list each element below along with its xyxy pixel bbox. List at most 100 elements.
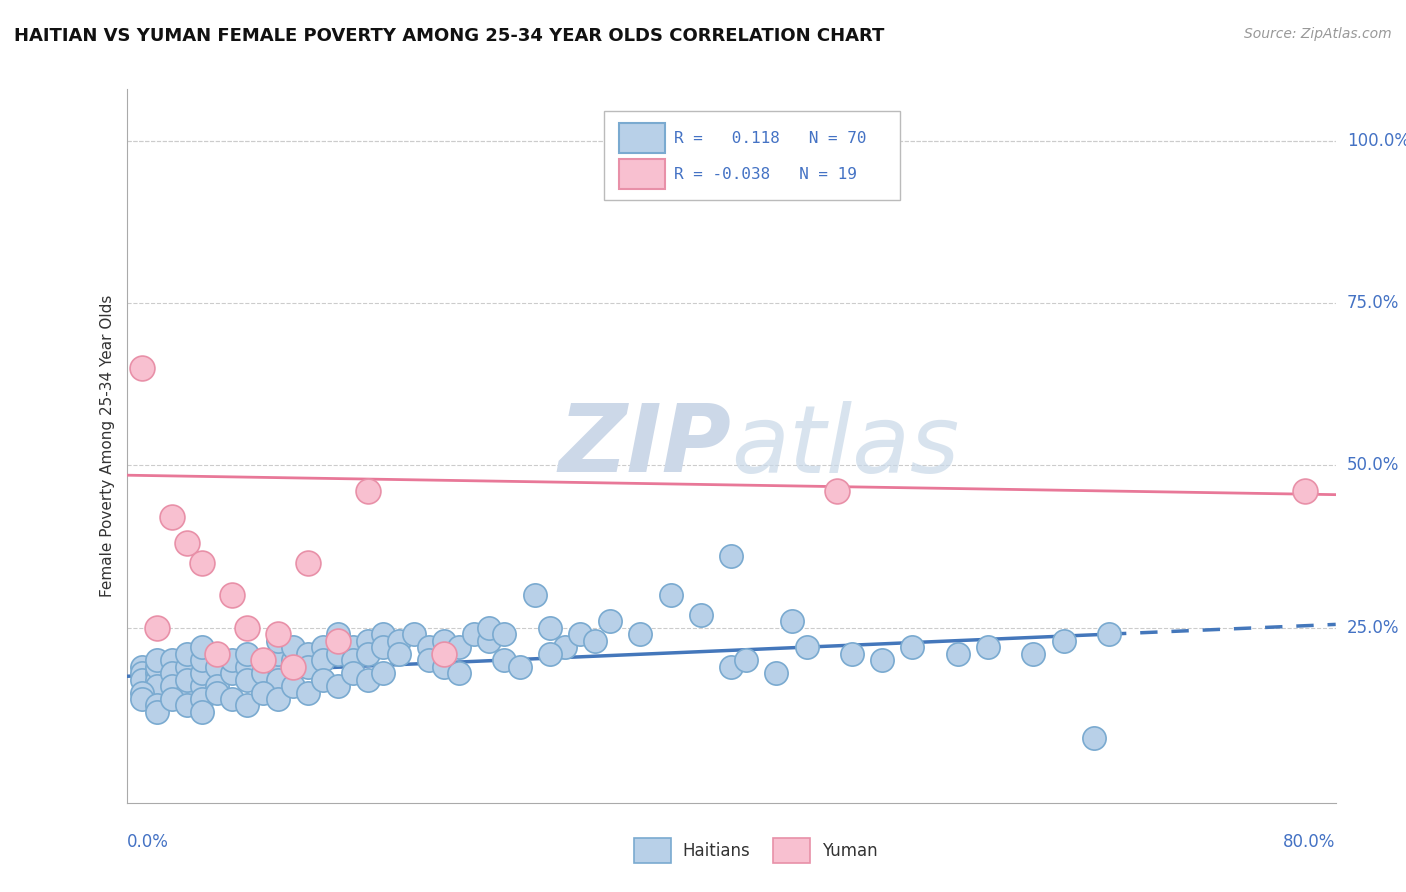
Point (252, 666, 274, 681)
Point (236, 647, 259, 661)
Point (297, 659, 319, 673)
Point (191, 653, 214, 667)
Point (326, 679, 350, 693)
Point (191, 705, 214, 719)
Point (765, 666, 787, 681)
Point (267, 673, 290, 687)
Text: 25.0%: 25.0% (1347, 619, 1399, 637)
Point (297, 647, 319, 661)
Point (1022, 647, 1045, 661)
Point (901, 640, 924, 654)
Point (342, 666, 364, 681)
Point (599, 614, 621, 628)
Point (342, 640, 364, 654)
Point (160, 510, 183, 524)
Point (312, 640, 335, 654)
Point (267, 659, 290, 673)
Point (312, 653, 335, 667)
Point (977, 640, 1000, 654)
FancyBboxPatch shape (619, 123, 665, 153)
Point (191, 692, 214, 706)
Point (841, 647, 863, 661)
Point (326, 627, 350, 641)
Point (267, 647, 290, 661)
Point (825, 484, 848, 499)
Point (583, 633, 606, 648)
Point (205, 679, 228, 693)
Point (523, 588, 546, 602)
Point (236, 659, 259, 673)
Point (388, 633, 411, 648)
Point (1294, 484, 1316, 499)
Point (160, 692, 183, 706)
Text: 75.0%: 75.0% (1347, 294, 1399, 312)
Point (160, 653, 183, 667)
Point (357, 673, 380, 687)
Point (281, 640, 304, 654)
Point (160, 679, 183, 693)
Point (1098, 627, 1121, 641)
Point (146, 698, 169, 713)
Point (146, 653, 169, 667)
Point (388, 647, 411, 661)
Point (447, 666, 470, 681)
Point (478, 633, 501, 648)
Point (342, 653, 364, 667)
Point (509, 659, 531, 673)
Text: Haitians: Haitians (683, 842, 751, 860)
Point (1053, 633, 1076, 648)
Point (221, 692, 243, 706)
Point (463, 627, 485, 641)
Point (720, 659, 742, 673)
Point (418, 640, 440, 654)
Point (146, 673, 169, 687)
Point (568, 627, 592, 641)
Point (191, 679, 214, 693)
Point (146, 679, 169, 693)
Point (131, 673, 153, 687)
Point (176, 647, 198, 661)
Point (236, 673, 259, 687)
Text: 80.0%: 80.0% (1284, 833, 1336, 851)
Point (373, 666, 395, 681)
Point (205, 659, 228, 673)
Point (221, 666, 243, 681)
Point (326, 633, 350, 648)
Point (176, 698, 198, 713)
Point (796, 640, 818, 654)
Point (297, 556, 319, 570)
Point (357, 647, 380, 661)
Point (236, 621, 259, 635)
Text: HAITIAN VS YUMAN FEMALE POVERTY AMONG 25-34 YEAR OLDS CORRELATION CHART: HAITIAN VS YUMAN FEMALE POVERTY AMONG 25… (14, 27, 884, 45)
Text: R = -0.038   N = 19: R = -0.038 N = 19 (675, 167, 858, 182)
Point (236, 698, 259, 713)
Point (176, 685, 198, 699)
FancyBboxPatch shape (773, 838, 810, 863)
Text: ZIP: ZIP (558, 400, 731, 492)
Point (146, 621, 169, 635)
Point (267, 627, 290, 641)
Point (146, 679, 169, 693)
Point (447, 640, 470, 654)
Point (538, 621, 561, 635)
Point (176, 536, 198, 550)
Point (146, 705, 169, 719)
Point (252, 653, 274, 667)
Point (780, 614, 803, 628)
Point (252, 685, 274, 699)
Point (176, 673, 198, 687)
Point (373, 627, 395, 641)
Point (418, 653, 440, 667)
Point (205, 647, 228, 661)
Text: 100.0%: 100.0% (1347, 132, 1406, 150)
Point (373, 640, 395, 654)
Point (478, 621, 501, 635)
Point (433, 633, 456, 648)
Point (252, 653, 274, 667)
Point (176, 659, 198, 673)
Point (872, 653, 894, 667)
Point (131, 666, 153, 681)
Point (281, 679, 304, 693)
Point (494, 627, 516, 641)
Point (160, 666, 183, 681)
